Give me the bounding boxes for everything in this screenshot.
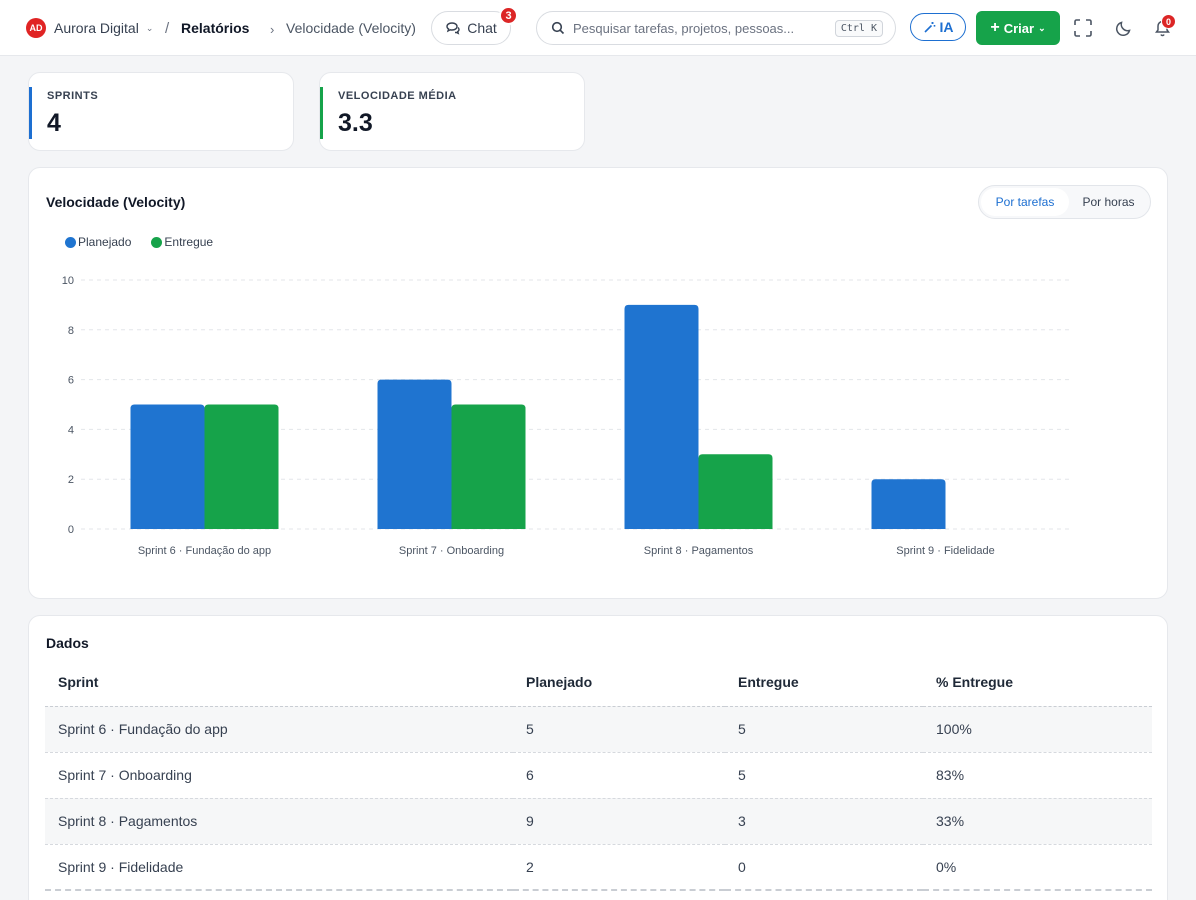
cell-percent: 33%	[923, 798, 1152, 845]
chevron-right-icon: ›	[270, 21, 275, 37]
x-tick-label: Sprint 6 · Fundação do app	[138, 545, 271, 557]
bar-planejado	[377, 379, 452, 529]
search-input[interactable]: Pesquisar tarefas, projetos, pessoas...	[573, 20, 795, 36]
ai-button[interactable]: IA	[910, 13, 966, 41]
top-bar: AD Aurora Digital ⌄ / Relatórios › Veloc…	[0, 0, 1196, 56]
cell-delivered: 5	[725, 706, 923, 753]
ai-label: IA	[939, 19, 954, 35]
fullscreen-button[interactable]	[1071, 16, 1095, 40]
cell-planned: 5	[513, 706, 725, 753]
x-tick-label: Sprint 8 · Pagamentos	[644, 545, 754, 557]
chat-button[interactable]: Chat	[431, 11, 511, 45]
column-header[interactable]: Planejado	[513, 659, 725, 707]
table-row: Sprint 9 · Fidelidade 2 0 0%	[45, 844, 1152, 891]
cell-delivered: 3	[725, 798, 923, 845]
column-header[interactable]: % Entregue	[923, 659, 1152, 707]
stat-card-sprints: SPRINTS 4	[28, 72, 294, 151]
legend-swatch	[151, 236, 163, 248]
breadcrumb-page: Velocidade (Velocity)	[286, 20, 416, 36]
chart-legend: Planejado Entregue	[65, 235, 213, 249]
unit-toggle: Por tarefas Por horas	[978, 185, 1151, 219]
table-header-row: Sprint Planejado Entregue % Entregue	[45, 659, 1152, 707]
chart-title: Velocidade (Velocity)	[46, 194, 186, 210]
column-header[interactable]: Sprint	[45, 659, 513, 707]
y-tick-label: 6	[68, 375, 74, 387]
cell-delivered: 0	[725, 844, 923, 891]
legend-label: Entregue	[164, 235, 214, 249]
cell-planned: 2	[513, 844, 725, 891]
table-row: Sprint 7 · Onboarding 6 5 83%	[45, 752, 1152, 799]
chat-icon	[446, 22, 460, 35]
y-tick-label: 4	[68, 424, 74, 436]
y-tick-label: 0	[68, 524, 74, 536]
chevron-down-icon: ⌄	[1038, 22, 1046, 33]
velocity-chart: 0 2 4 6 8 10 Sprint 6 · Fundação do app Sprint …	[62, 275, 1069, 557]
cell-sprint: Sprint 6 · Fundação do app	[45, 706, 513, 753]
create-button[interactable]: + Criar ⌄	[976, 11, 1060, 45]
stat-label: SPRINTS	[47, 90, 99, 102]
legend-label: Planejado	[78, 235, 132, 249]
org-switcher[interactable]: Aurora Digital ⌄	[54, 18, 153, 38]
data-table-card: Dados Sprint Planejado Entregue % Entreg…	[28, 615, 1168, 900]
cell-percent: 0%	[923, 844, 1152, 891]
org-name: Aurora Digital	[54, 20, 139, 36]
stat-card-avg-velocity: VELOCIDADE MÉDIA 3.3	[319, 72, 585, 151]
x-tick-label: Sprint 9 · Fidelidade	[896, 545, 994, 557]
velocity-table: Sprint Planejado Entregue % Entregue Spr…	[45, 659, 1152, 891]
breadcrumb-separator: /	[165, 19, 170, 37]
fullscreen-icon	[1074, 19, 1092, 37]
table-row: Sprint 8 · Pagamentos 9 3 33%	[45, 798, 1152, 845]
chat-unread-badge: 3	[499, 6, 518, 25]
cell-planned: 9	[513, 798, 725, 845]
stat-label: VELOCIDADE MÉDIA	[338, 90, 457, 102]
column-header[interactable]: Entregue	[725, 659, 923, 707]
toggle-by-tasks[interactable]: Por tarefas	[981, 188, 1069, 216]
y-tick-label: 8	[68, 325, 74, 337]
cell-sprint: Sprint 9 · Fidelidade	[45, 844, 513, 891]
stat-value: 4	[47, 109, 61, 137]
cell-percent: 100%	[923, 706, 1152, 753]
chat-label: Chat	[467, 20, 497, 36]
legend-item-planned[interactable]: Planejado	[65, 235, 131, 249]
cell-sprint: Sprint 7 · Onboarding	[45, 752, 513, 799]
create-label: Criar	[1003, 20, 1035, 36]
table-row: Sprint 6 · Fundação do app 5 5 100%	[45, 706, 1152, 753]
notifications-badge: 0	[1161, 14, 1176, 29]
search-icon	[551, 21, 565, 35]
bar-entregue	[698, 454, 773, 529]
legend-item-delivered[interactable]: Entregue	[151, 235, 213, 249]
cell-delivered: 5	[725, 752, 923, 799]
moon-icon	[1115, 20, 1131, 36]
bar-planejado	[871, 479, 946, 529]
stat-value: 3.3	[338, 109, 373, 137]
bar-planejado	[624, 304, 699, 529]
toggle-by-hours[interactable]: Por horas	[1082, 195, 1135, 209]
search-shortcut: Ctrl K	[834, 19, 883, 37]
x-tick-label: Sprint 7 · Onboarding	[399, 545, 504, 557]
bar-entregue	[451, 404, 526, 529]
legend-swatch	[65, 236, 76, 248]
stat-accent-bar	[29, 87, 32, 139]
cell-percent: 83%	[923, 752, 1152, 799]
search-bar[interactable]: Pesquisar tarefas, projetos, pessoas... …	[536, 11, 896, 45]
bar-planejado	[130, 404, 205, 529]
breadcrumb-section[interactable]: Relatórios	[181, 20, 250, 36]
theme-toggle-button[interactable]	[1111, 16, 1135, 40]
y-tick-label: 2	[68, 474, 74, 486]
bar-entregue	[204, 404, 279, 529]
table-title: Dados	[46, 635, 89, 651]
magic-wand-icon	[923, 21, 935, 33]
stat-accent-bar	[320, 87, 323, 139]
chevron-down-icon: ⌄	[145, 22, 154, 33]
cell-sprint: Sprint 8 · Pagamentos	[45, 798, 513, 845]
cell-planned: 6	[513, 752, 725, 799]
plus-icon: +	[990, 19, 1000, 36]
velocity-chart-card: 0 2 4 6 8 10 Sprint 6 · Fundação do app Sprint …	[28, 167, 1168, 599]
org-avatar[interactable]: AD	[26, 18, 46, 38]
y-tick-label: 10	[62, 275, 74, 287]
